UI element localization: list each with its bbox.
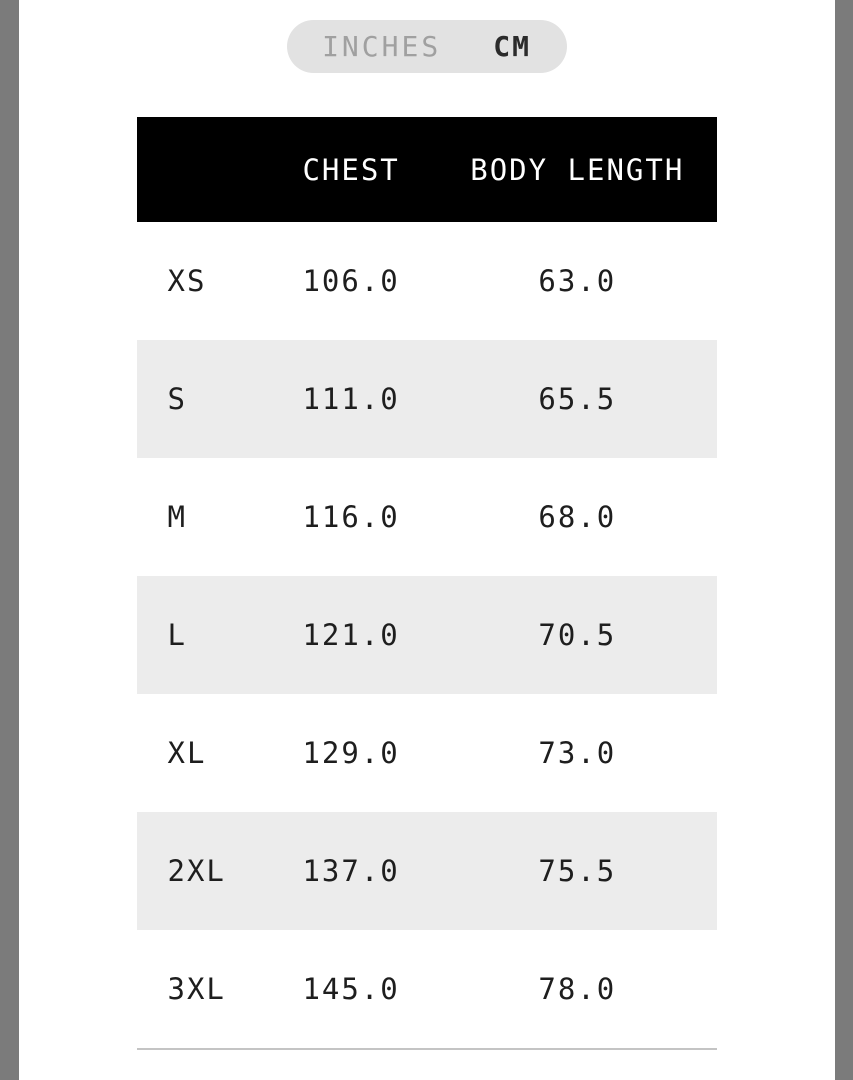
size-cell: 2XL bbox=[167, 854, 226, 888]
header-chest-column: CHEST bbox=[302, 152, 400, 187]
chest-cell: 111.0 bbox=[302, 382, 400, 416]
body-length-cell: 68.0 bbox=[538, 500, 617, 534]
table-row: 3XL 145.0 78.0 bbox=[136, 930, 717, 1048]
table-row: XL 129.0 73.0 bbox=[136, 694, 717, 812]
body-length-cell: 65.5 bbox=[538, 382, 617, 416]
size-cell: 3XL bbox=[167, 972, 226, 1006]
chest-cell: 116.0 bbox=[302, 500, 400, 534]
size-cell: XS bbox=[167, 264, 207, 298]
unit-toggle: INCHES CM bbox=[286, 20, 567, 73]
size-cell: XL bbox=[167, 736, 207, 770]
chest-cell: 121.0 bbox=[302, 618, 400, 652]
size-cell: L bbox=[167, 618, 187, 652]
size-table-body: XS 106.0 63.0 S 111.0 65.5 M 116.0 68.0 … bbox=[136, 222, 717, 1048]
table-row: L 121.0 70.5 bbox=[136, 576, 717, 694]
bottom-divider bbox=[136, 1048, 717, 1050]
table-row: S 111.0 65.5 bbox=[136, 340, 717, 458]
unit-option-cm[interactable]: CM bbox=[493, 30, 531, 63]
header-body-length-column: BODY LENGTH bbox=[470, 152, 685, 187]
table-row: M 116.0 68.0 bbox=[136, 458, 717, 576]
chest-cell: 106.0 bbox=[302, 264, 400, 298]
table-row: 2XL 137.0 75.5 bbox=[136, 812, 717, 930]
body-length-cell: 73.0 bbox=[538, 736, 617, 770]
size-cell: S bbox=[167, 382, 187, 416]
unit-option-inches[interactable]: INCHES bbox=[322, 30, 442, 63]
body-length-cell: 70.5 bbox=[538, 618, 617, 652]
chest-cell: 137.0 bbox=[302, 854, 400, 888]
chest-cell: 145.0 bbox=[302, 972, 400, 1006]
chest-cell: 129.0 bbox=[302, 736, 400, 770]
size-cell: M bbox=[167, 500, 187, 534]
body-length-cell: 78.0 bbox=[538, 972, 617, 1006]
body-length-cell: 63.0 bbox=[538, 264, 617, 298]
size-chart-table: CHEST BODY LENGTH XS 106.0 63.0 S 111.0 … bbox=[136, 117, 717, 1048]
size-chart-header-row: CHEST BODY LENGTH bbox=[136, 117, 717, 222]
table-row: XS 106.0 63.0 bbox=[136, 222, 717, 340]
size-guide-panel: INCHES CM CHEST BODY LENGTH XS 106.0 63.… bbox=[18, 0, 835, 1080]
body-length-cell: 75.5 bbox=[538, 854, 617, 888]
